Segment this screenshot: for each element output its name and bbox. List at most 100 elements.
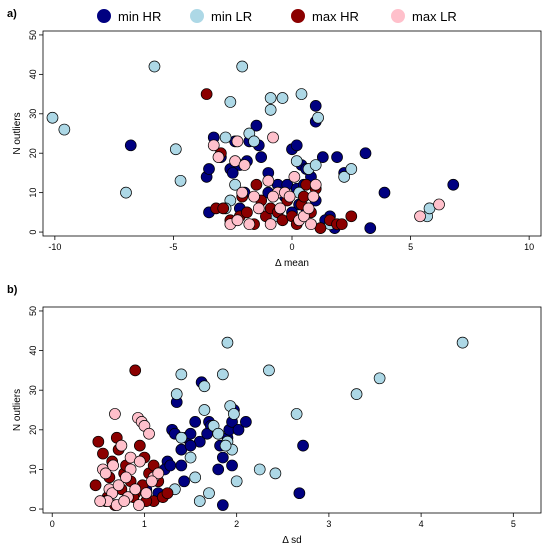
data-point (236, 186, 249, 199)
data-point (143, 427, 155, 440)
data-point (198, 380, 211, 393)
data-point (255, 151, 268, 164)
data-point (231, 135, 244, 148)
data-point (203, 163, 215, 175)
data-point (293, 487, 306, 500)
y-tick-label: 10 (28, 464, 38, 474)
data-point (189, 471, 202, 484)
data-point (263, 364, 275, 377)
data-point (97, 447, 109, 460)
data-point (58, 123, 71, 136)
data-point (231, 214, 244, 227)
data-point (228, 408, 240, 420)
data-point (378, 186, 391, 199)
y-tick-label: 40 (28, 69, 38, 79)
data-point (345, 210, 358, 223)
x-tick-label: 4 (419, 519, 424, 529)
data-point (250, 119, 263, 132)
data-point (297, 439, 309, 452)
data-point (305, 218, 317, 231)
y-tick-label: 50 (28, 306, 38, 316)
y-tick-label: 10 (28, 188, 38, 198)
data-point (290, 139, 303, 152)
data-point (264, 218, 277, 231)
data-point (316, 151, 329, 164)
data-point (140, 487, 153, 500)
data-point (230, 475, 243, 488)
data-point (89, 479, 102, 492)
data-point (216, 451, 229, 464)
data-point (115, 439, 128, 452)
data-point (193, 495, 206, 507)
data-point (414, 210, 426, 223)
data-point (250, 178, 263, 191)
data-point (120, 186, 132, 199)
data-point (175, 459, 188, 472)
data-point (107, 459, 119, 472)
x-axis-label: Δ mean (275, 258, 309, 269)
data-point (240, 416, 252, 428)
data-point (350, 388, 363, 401)
y-tick-label: 20 (28, 425, 38, 435)
series-max-lr (207, 131, 445, 231)
legend-marker-2 (190, 9, 204, 23)
data-point (184, 451, 197, 464)
y-tick-label: 50 (28, 30, 38, 40)
x-tick-label: 2 (234, 519, 239, 529)
data-point (309, 159, 322, 171)
data-point (164, 459, 177, 472)
data-point (170, 388, 183, 401)
data-point (120, 471, 132, 484)
legend-marker-3 (291, 9, 305, 23)
data-point (118, 495, 131, 507)
data-point (129, 364, 142, 377)
data-point (307, 190, 320, 203)
data-point (232, 423, 245, 436)
data-point (335, 218, 348, 231)
data-point (145, 475, 158, 488)
data-point (309, 100, 322, 112)
data-point (241, 206, 253, 219)
data-point (456, 336, 469, 349)
x-tick-label: 5 (408, 242, 413, 252)
data-point (290, 155, 303, 167)
y-tick-label: 20 (28, 148, 38, 158)
data-point (133, 455, 146, 468)
data-point (94, 495, 107, 507)
data-point (226, 167, 239, 179)
data-point (248, 135, 260, 148)
data-point (264, 103, 277, 116)
plot-frame (42, 30, 542, 237)
data-point (302, 202, 315, 215)
data-point (253, 463, 266, 476)
legend-label-3: max HR (312, 9, 359, 24)
data-point (312, 111, 324, 124)
data-point (288, 171, 301, 183)
data-point (226, 459, 238, 472)
data-point (109, 408, 121, 420)
data-point (189, 416, 202, 428)
data-point (267, 131, 279, 144)
panel-letter: a) (7, 8, 17, 20)
panel-letter: b) (7, 284, 18, 296)
data-point (264, 92, 277, 104)
data-point (148, 60, 161, 73)
data-point (276, 92, 289, 104)
data-point (447, 178, 460, 191)
data-point (129, 483, 142, 496)
y-tick-label: 40 (28, 346, 38, 356)
x-tick-label: 0 (289, 242, 294, 252)
x-tick-label: 0 (50, 519, 55, 529)
data-point (112, 479, 125, 492)
data-point (92, 435, 105, 448)
y-tick-label: 30 (28, 109, 38, 119)
y-tick-label: 0 (28, 507, 38, 512)
y-tick-label: 30 (28, 385, 38, 395)
data-point (212, 151, 225, 164)
x-tick-label: -5 (169, 242, 177, 252)
data-point (236, 60, 249, 73)
data-point (252, 202, 265, 215)
data-point (217, 202, 230, 215)
series-min-lr (169, 336, 469, 507)
